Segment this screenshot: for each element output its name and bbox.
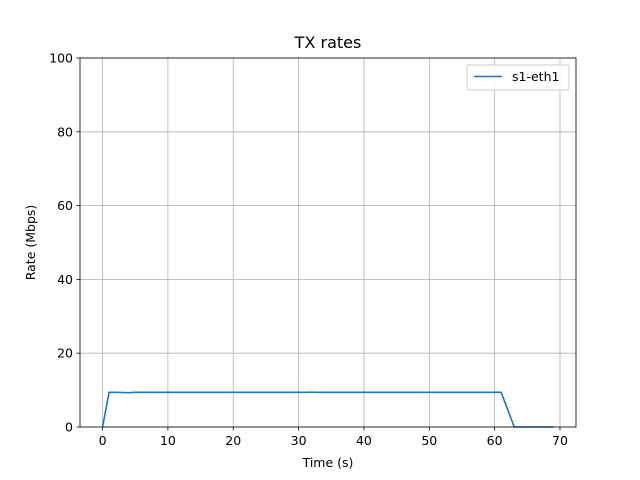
series-line-s1-eth1 bbox=[101, 391, 554, 428]
x-tick-label: 0 bbox=[99, 433, 107, 448]
x-tick-label: 40 bbox=[356, 433, 372, 448]
x-axis-ticks: 0 10 20 30 40 50 60 70 bbox=[99, 427, 568, 448]
x-tick-label: 70 bbox=[552, 433, 568, 448]
plot-area bbox=[80, 58, 576, 427]
y-tick-label: 100 bbox=[49, 51, 73, 66]
plot-frame bbox=[79, 57, 577, 428]
x-axis-label: Time (s) bbox=[302, 455, 354, 470]
x-tick-label: 50 bbox=[421, 433, 437, 448]
series-layer bbox=[101, 391, 554, 428]
y-tick-label: 60 bbox=[57, 198, 73, 213]
x-tick-label: 10 bbox=[160, 433, 176, 448]
y-axis-ticks: 0 20 40 60 80 100 bbox=[49, 51, 80, 435]
legend-box bbox=[466, 64, 570, 91]
y-tick-label: 20 bbox=[57, 346, 73, 361]
legend: s1-eth1 bbox=[466, 64, 570, 91]
y-axis-label: Rate (Mbps) bbox=[23, 205, 38, 281]
x-tick-label: 60 bbox=[487, 433, 503, 448]
y-tick-label: 0 bbox=[65, 420, 73, 435]
y-tick-label: 40 bbox=[57, 272, 73, 287]
y-tick-label: 80 bbox=[57, 124, 73, 139]
x-tick-label: 20 bbox=[225, 433, 241, 448]
legend-label-s1-eth1: s1-eth1 bbox=[512, 69, 559, 84]
x-tick-label: 30 bbox=[291, 433, 307, 448]
chart-title: TX rates bbox=[294, 33, 362, 52]
